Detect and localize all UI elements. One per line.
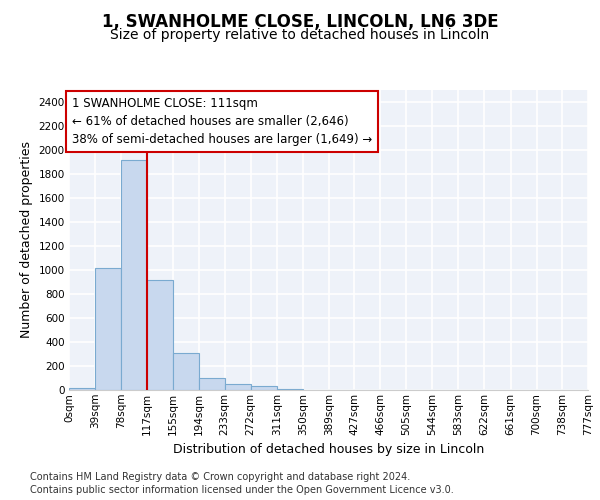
Bar [147,280,173,390]
Text: Size of property relative to detached houses in Lincoln: Size of property relative to detached ho… [110,28,490,42]
Bar [95,268,121,390]
Bar [224,384,251,390]
Text: 1 SWANHOLME CLOSE: 111sqm
← 61% of detached houses are smaller (2,646)
38% of se: 1 SWANHOLME CLOSE: 111sqm ← 61% of detac… [73,97,373,146]
Y-axis label: Number of detached properties: Number of detached properties [20,142,33,338]
Bar [251,386,277,390]
Bar [199,378,224,390]
Text: 1, SWANHOLME CLOSE, LINCOLN, LN6 3DE: 1, SWANHOLME CLOSE, LINCOLN, LN6 3DE [101,12,499,30]
Text: Contains public sector information licensed under the Open Government Licence v3: Contains public sector information licen… [30,485,454,495]
Bar [173,353,199,390]
Bar [69,388,95,390]
X-axis label: Distribution of detached houses by size in Lincoln: Distribution of detached houses by size … [173,443,484,456]
Text: Contains HM Land Registry data © Crown copyright and database right 2024.: Contains HM Land Registry data © Crown c… [30,472,410,482]
Bar [121,160,147,390]
